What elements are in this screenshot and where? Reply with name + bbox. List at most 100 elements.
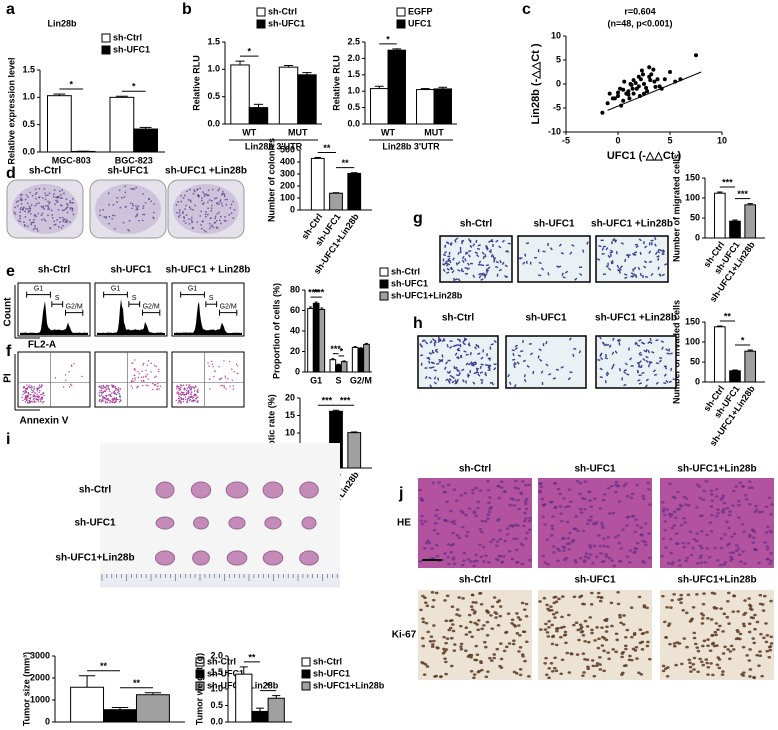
cell <box>445 271 450 274</box>
nucleus <box>550 608 554 612</box>
cell <box>654 243 657 247</box>
nucleus <box>478 489 483 492</box>
colony <box>72 201 74 204</box>
colony <box>210 204 213 207</box>
cell <box>484 373 488 377</box>
nucleus <box>504 631 508 634</box>
nucleus <box>539 628 543 631</box>
cell <box>461 368 465 372</box>
nucleus <box>716 628 720 631</box>
y-axis-label: Proportion of cells (%) <box>271 283 281 379</box>
colony <box>44 219 47 222</box>
nucleus <box>581 529 586 533</box>
nucleus <box>699 554 704 557</box>
cell <box>558 243 562 247</box>
panel-letter: d <box>6 165 16 182</box>
cell <box>469 351 472 356</box>
event <box>191 395 193 397</box>
colony <box>202 220 204 223</box>
image-label: sh-UFC1+Lin28b <box>677 464 756 475</box>
colony <box>177 200 180 203</box>
nucleus <box>710 499 715 503</box>
panel-letter: f <box>6 343 12 360</box>
legend-swatch <box>195 657 205 667</box>
cell <box>433 381 437 385</box>
bar <box>347 172 362 211</box>
nucleus <box>579 511 584 514</box>
nucleus <box>580 630 585 633</box>
y-tick-label: 5 <box>556 54 561 64</box>
nucleus <box>449 520 454 524</box>
nucleus <box>635 483 639 487</box>
point <box>627 96 632 101</box>
nucleus <box>505 527 510 530</box>
colony <box>214 215 217 218</box>
event <box>183 391 185 393</box>
bar <box>357 347 365 373</box>
nucleus <box>422 546 427 550</box>
nucleus <box>625 524 629 527</box>
cell <box>569 251 573 255</box>
nucleus <box>752 530 757 534</box>
nucleus <box>572 527 577 531</box>
bar <box>729 220 741 239</box>
cell <box>545 363 549 367</box>
panel-letter: e <box>6 263 15 280</box>
y-tick-label: 80 <box>290 284 300 294</box>
colony <box>230 203 233 206</box>
nucleus <box>701 644 705 648</box>
legend-label: sh-UFC1 <box>313 668 350 678</box>
cell <box>572 353 575 357</box>
nucleus <box>721 670 725 673</box>
nucleus <box>740 522 745 526</box>
colony <box>111 217 114 220</box>
nucleus <box>714 495 719 498</box>
nucleus <box>624 482 628 486</box>
colony <box>58 190 61 193</box>
gate-label: G2/M <box>143 304 160 311</box>
event <box>214 370 216 372</box>
colony <box>105 215 108 218</box>
nucleus <box>726 599 730 603</box>
colony <box>53 189 56 192</box>
nucleus <box>523 484 528 487</box>
nucleus <box>466 655 471 658</box>
colony <box>200 210 203 213</box>
nucleus <box>734 544 739 547</box>
nucleus <box>668 642 672 646</box>
nucleus <box>523 502 528 506</box>
y-axis-label: Relative RLU <box>191 55 201 111</box>
nucleus <box>755 620 760 624</box>
nucleus <box>578 627 583 631</box>
event <box>73 363 75 365</box>
nucleus <box>687 504 691 507</box>
colony <box>233 208 236 211</box>
event <box>117 389 119 391</box>
nucleus <box>706 617 710 620</box>
nucleus <box>717 666 722 670</box>
event <box>141 370 143 372</box>
event <box>107 398 109 400</box>
nucleus <box>689 618 694 622</box>
colony <box>197 194 200 197</box>
nucleus <box>472 560 477 563</box>
nucleus <box>457 536 462 539</box>
point <box>668 70 672 74</box>
cell <box>522 359 527 363</box>
event <box>106 401 109 404</box>
nucleus <box>665 605 669 609</box>
image-label: sh-UFC1 <box>525 313 567 324</box>
nucleus <box>445 637 450 640</box>
cell <box>658 273 662 277</box>
event <box>134 359 136 361</box>
tumor <box>299 550 319 566</box>
event <box>134 374 136 377</box>
event <box>224 377 227 379</box>
nucleus <box>572 623 576 627</box>
nucleus <box>696 670 700 674</box>
bar <box>370 88 389 125</box>
cell <box>446 241 450 244</box>
event <box>105 402 107 404</box>
nucleus <box>642 497 646 501</box>
nucleus <box>764 505 769 509</box>
